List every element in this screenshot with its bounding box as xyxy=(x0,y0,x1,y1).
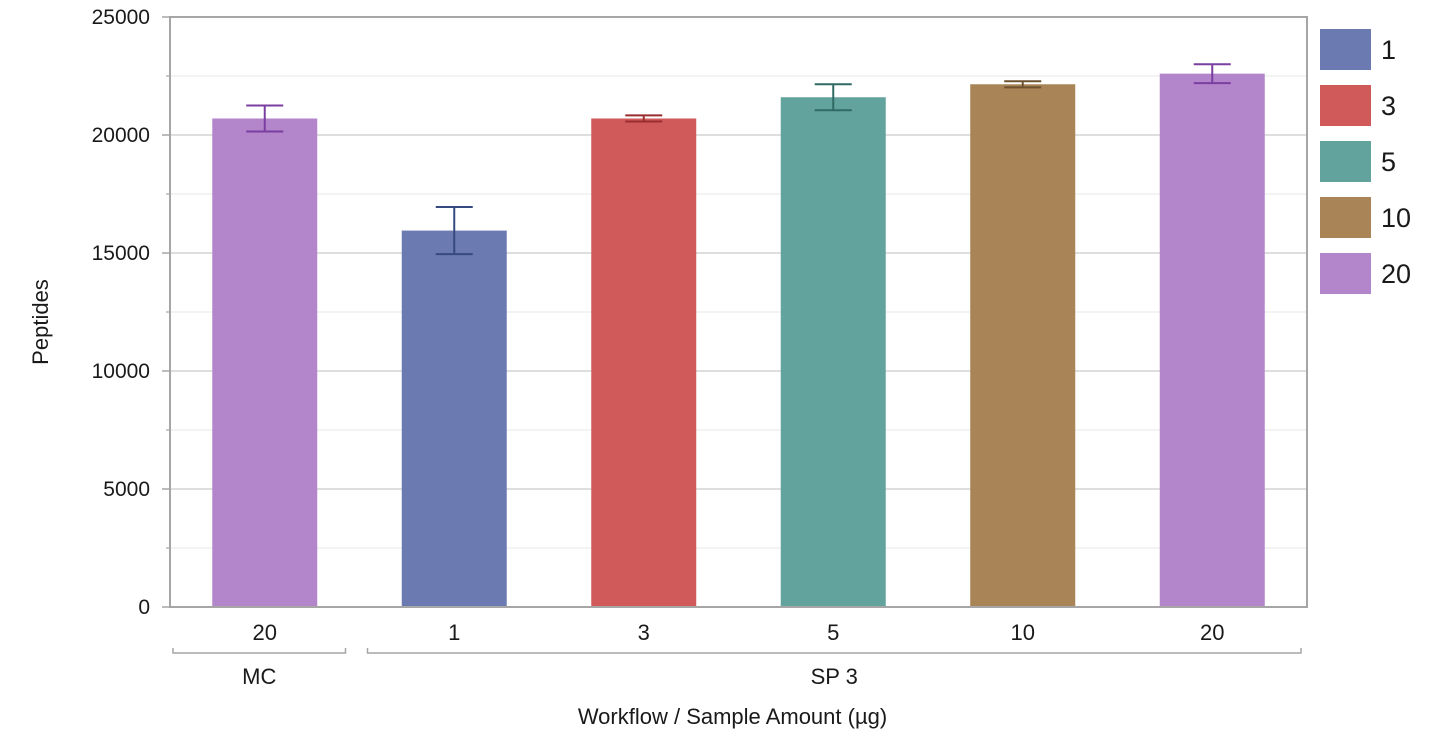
bar xyxy=(401,230,507,607)
y-tick-label: 15000 xyxy=(92,242,150,265)
x-category-label: 20 xyxy=(253,620,277,645)
legend-label: 5 xyxy=(1381,147,1396,177)
bar xyxy=(212,118,318,607)
x-category-label: 3 xyxy=(638,620,650,645)
legend-swatch xyxy=(1320,253,1371,294)
group-bracket xyxy=(366,648,1302,654)
bar xyxy=(780,97,886,608)
legend: 1 3 5 10 20 xyxy=(1320,29,1411,294)
bar xyxy=(970,84,1076,607)
legend-swatch xyxy=(1320,29,1371,70)
grid-lines xyxy=(170,75,1307,549)
y-tick-label: 20000 xyxy=(92,124,150,147)
x-group-label: SP 3 xyxy=(811,664,858,689)
bars xyxy=(212,73,1265,608)
bar xyxy=(1159,73,1265,607)
y-axis-title: Peptides xyxy=(28,279,53,365)
x-category-label: 20 xyxy=(1200,620,1224,645)
x-axis: 20 1 3 5 10 20 MC SP 3 xyxy=(172,620,1302,689)
legend-swatch xyxy=(1320,197,1371,238)
y-axis: 0 5000 10000 15000 20000 25000 xyxy=(92,6,170,619)
y-tick-label: 0 xyxy=(138,596,150,619)
x-category-label: 10 xyxy=(1011,620,1035,645)
x-category-label: 1 xyxy=(448,620,460,645)
legend-label: 10 xyxy=(1381,203,1411,233)
legend-swatch xyxy=(1320,85,1371,126)
bar xyxy=(591,118,697,607)
y-tick-label: 25000 xyxy=(92,6,150,29)
x-category-label: 5 xyxy=(827,620,839,645)
error-bars xyxy=(246,63,1231,256)
legend-swatch xyxy=(1320,141,1371,182)
x-axis-title: Workflow / Sample Amount (µg) xyxy=(578,704,887,729)
legend-label: 3 xyxy=(1381,91,1396,121)
y-tick-label: 10000 xyxy=(92,360,150,383)
legend-label: 1 xyxy=(1381,35,1396,65)
group-bracket xyxy=(172,648,347,654)
legend-label: 20 xyxy=(1381,259,1411,289)
x-group-label: MC xyxy=(242,664,276,689)
y-tick-label: 5000 xyxy=(103,478,150,501)
